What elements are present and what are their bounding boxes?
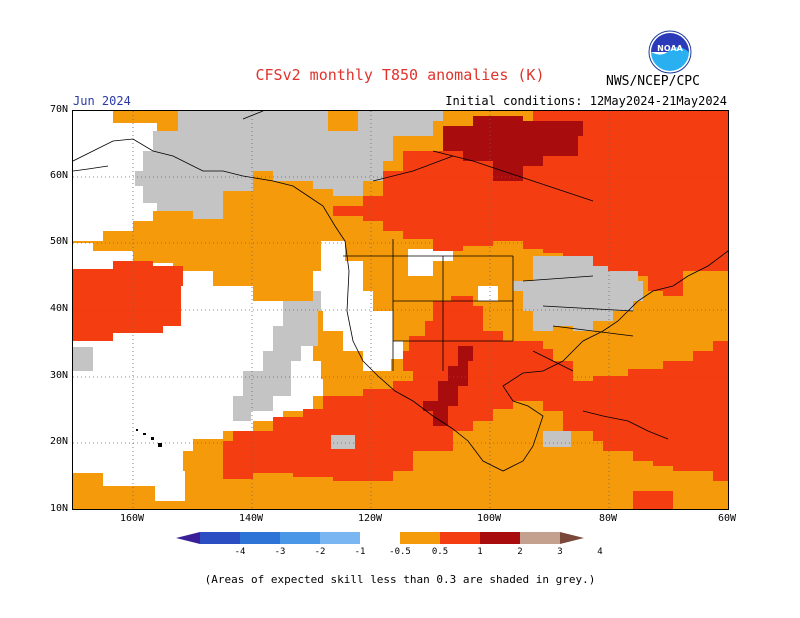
hawaii-islands xyxy=(136,429,162,447)
legend-tick-label: -3 xyxy=(275,547,286,556)
coastlines xyxy=(73,111,728,472)
lat-label-50n: 50N xyxy=(49,236,68,247)
legend-swatch xyxy=(360,532,400,544)
legend-swatch xyxy=(200,532,240,544)
legend-swatch xyxy=(480,532,520,544)
svg-text:NOAA: NOAA xyxy=(657,44,683,53)
legend-swatch xyxy=(400,532,440,544)
legend-tick-label: 3 xyxy=(557,547,562,556)
low-skill-grey-regions xyxy=(73,111,643,449)
legend-swatch xyxy=(240,532,280,544)
lat-label-70n: 70N xyxy=(49,104,68,115)
lon-label-160w: 160W xyxy=(119,513,145,524)
lon-label-80w: 80W xyxy=(598,513,618,524)
anomaly-map xyxy=(72,110,729,510)
legend-arrow-high xyxy=(560,532,584,544)
legend-tick-label: -1 xyxy=(355,547,366,556)
legend-tick-label: -0.5 xyxy=(389,547,411,556)
noaa-logo-icon: NOAA xyxy=(648,30,692,74)
anomaly-field-red xyxy=(73,111,728,509)
lon-label-60w: 60W xyxy=(717,513,737,524)
lat-label-30n: 30N xyxy=(49,370,68,381)
lon-label-140w: 140W xyxy=(238,513,264,524)
initial-conditions-label: Initial conditions: 12May2024-21May2024 xyxy=(445,94,727,108)
legend-swatch xyxy=(520,532,560,544)
anomaly-field-dark-red xyxy=(423,116,583,426)
legend-swatch xyxy=(440,532,480,544)
lat-label-20n: 20N xyxy=(49,436,68,447)
legend-tick-label: 0.5 xyxy=(432,547,448,556)
lat-label-60n: 60N xyxy=(49,170,68,181)
legend-tick-label: 2 xyxy=(517,547,522,556)
legend-swatch xyxy=(280,532,320,544)
lat-label-10n: 10N xyxy=(49,503,68,514)
skill-note: (Areas of expected skill less than 0.3 a… xyxy=(204,573,596,586)
valid-month-label: Jun 2024 xyxy=(73,94,131,108)
color-legend: -4 -3 -2 -1 -0.5 0.5 1 2 3 4 xyxy=(176,532,603,556)
legend-arrow-low xyxy=(176,532,200,544)
lon-label-100w: 100W xyxy=(476,513,502,524)
legend-tick-label: 4 xyxy=(597,547,602,556)
legend-tick-label: 1 xyxy=(477,547,482,556)
map-title: CFSv2 monthly T850 anomalies (K) xyxy=(255,66,545,84)
agency-label: NWS/NCEP/CPC xyxy=(606,74,700,89)
lat-label-40n: 40N xyxy=(49,303,68,314)
legend-tick-label: -2 xyxy=(315,547,326,556)
lon-label-120w: 120W xyxy=(357,513,383,524)
legend-tick-label: -4 xyxy=(235,547,246,556)
legend-swatch xyxy=(320,532,360,544)
